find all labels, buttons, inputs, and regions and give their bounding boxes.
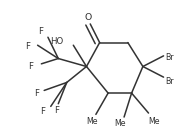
Text: Me: Me: [114, 119, 126, 128]
Text: Br: Br: [165, 53, 174, 62]
Text: Me: Me: [86, 117, 98, 126]
Text: Br: Br: [165, 77, 174, 86]
Text: HO: HO: [50, 37, 63, 46]
Text: O: O: [85, 13, 92, 22]
Text: F: F: [38, 27, 43, 36]
Text: F: F: [25, 42, 30, 51]
Text: F: F: [40, 107, 45, 116]
Text: F: F: [29, 62, 33, 71]
Text: F: F: [54, 106, 59, 115]
Text: F: F: [34, 89, 39, 98]
Text: Me: Me: [148, 117, 160, 126]
